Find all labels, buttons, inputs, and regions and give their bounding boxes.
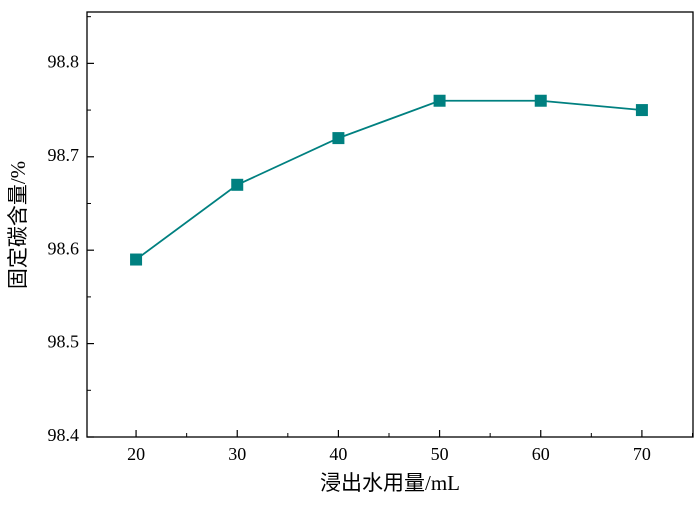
x-tick-label: 50 [431,444,449,464]
data-point [534,94,547,107]
x-tick-label: 30 [228,444,246,464]
series-line [135,99,642,261]
x-axis-title: 浸出水用量/mL [320,471,460,495]
data-point [332,132,345,145]
y-tick-label: 98.8 [48,51,80,71]
data-point [231,178,244,191]
y-tick-label: 98.6 [48,238,80,258]
plot-frame [86,11,694,438]
data-point [130,253,143,266]
y-tick-label: 98.5 [48,332,80,352]
x-tick-label: 40 [329,444,347,464]
data-point [635,104,648,117]
y-axis-title: 固定碳含量/% [6,161,30,289]
y-tick-label: 98.7 [48,145,80,165]
x-tick-label: 70 [633,444,651,464]
y-tick-label: 98.4 [48,425,80,445]
data-point [433,94,446,107]
x-tick-label: 20 [127,444,145,464]
x-tick-label: 60 [532,444,550,464]
